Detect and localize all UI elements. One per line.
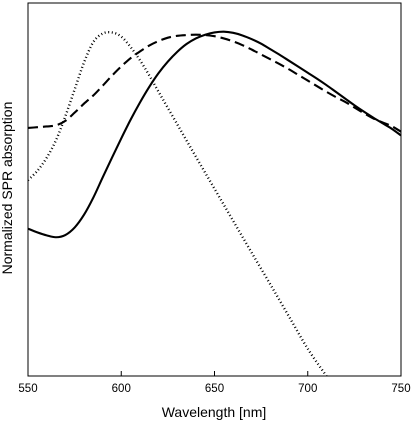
plot-frame (27, 2, 402, 377)
series-line-dotted (28, 30, 328, 376)
y-axis-title: Normalized SPR absorption (0, 102, 15, 275)
x-tick-label: 650 (205, 383, 224, 395)
x-axis-title: Wavelength [nm] (162, 404, 267, 420)
x-tick-label: 550 (18, 383, 37, 395)
x-tick-label: 700 (298, 383, 317, 395)
series-line-solid (28, 30, 401, 239)
plot-border (27, 2, 402, 377)
x-tick-label: 600 (112, 383, 131, 395)
series-line-dashed (28, 33, 401, 133)
x-axis-ticks: 550 600 650 700 750 (18, 371, 411, 395)
series-layer (28, 30, 401, 376)
x-tick-label: 750 (391, 383, 410, 395)
